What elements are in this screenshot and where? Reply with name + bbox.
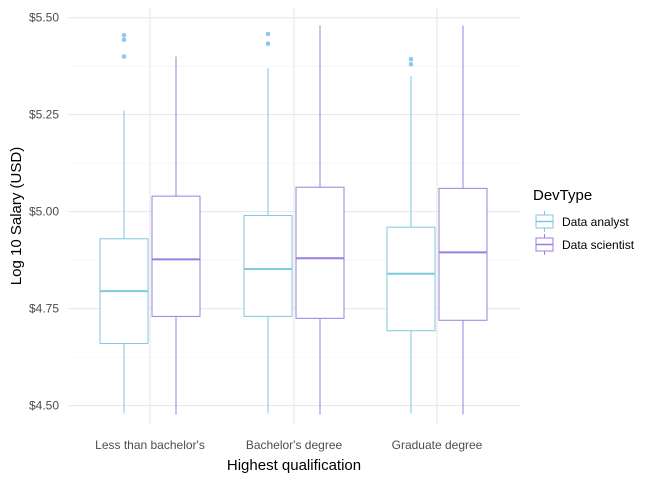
x-axis-title: Highest qualification	[227, 457, 361, 474]
box-iqr	[243, 215, 293, 317]
legend-title: DevType	[533, 187, 592, 204]
box-iqr	[438, 187, 488, 321]
y-tick-label: $5.25	[29, 108, 59, 122]
box-data-analyst	[243, 31, 293, 414]
legend-label: Data analyst	[562, 215, 629, 229]
outlier-point	[265, 31, 271, 37]
box-iqr	[295, 186, 345, 319]
legend: DevType Data analyst Data scientist	[533, 187, 635, 256]
x-tick-label: Less than bachelor's	[95, 438, 205, 452]
box-data-scientist	[151, 56, 201, 415]
box-groups	[99, 25, 488, 415]
box-data-analyst	[99, 32, 149, 414]
legend-label: Data scientist	[562, 238, 635, 252]
y-tick-labels: $4.50 $4.75 $5.00 $5.25 $5.50	[29, 11, 59, 413]
x-tick-label: Bachelor's degree	[246, 438, 343, 452]
box-data-scientist	[438, 25, 488, 415]
y-tick-label: $5.00	[29, 205, 59, 219]
outlier-point	[121, 54, 127, 59]
x-tick-label: Graduate degree	[392, 438, 483, 452]
box-iqr	[386, 226, 436, 332]
outlier-point	[408, 61, 414, 67]
outlier-point	[408, 56, 414, 62]
box-data-scientist	[295, 25, 345, 415]
outlier-point	[121, 32, 127, 38]
x-tick-labels: Less than bachelor's Bachelor's degree Gra…	[95, 438, 483, 452]
legend-item-data-scientist: Data scientist	[533, 233, 635, 256]
box-data-analyst	[386, 56, 436, 414]
box-iqr	[151, 195, 201, 317]
y-axis-title: Log 10 Salary (USD)	[8, 147, 25, 285]
outlier-point	[121, 37, 127, 43]
y-tick-label: $4.75	[29, 302, 59, 316]
legend-item-data-analyst: Data analyst	[533, 210, 629, 233]
y-tick-label: $4.50	[29, 399, 59, 413]
outlier-point	[265, 41, 271, 46]
y-tick-label: $5.50	[29, 11, 59, 25]
